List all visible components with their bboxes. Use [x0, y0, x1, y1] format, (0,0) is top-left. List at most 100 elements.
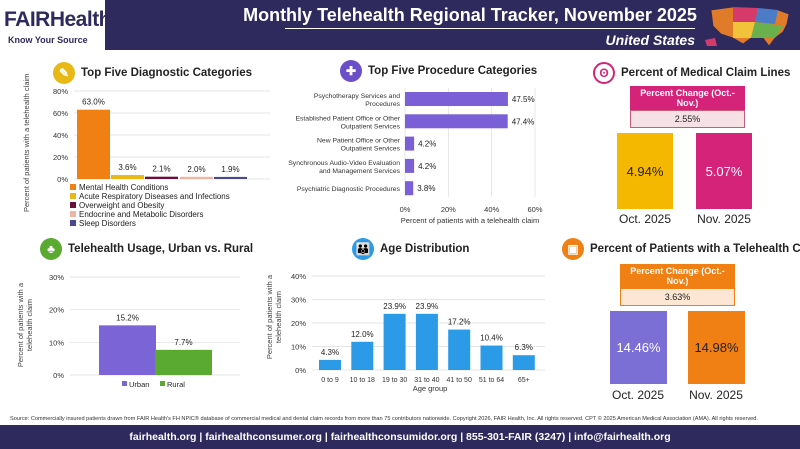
y-tick-label: 60% — [53, 109, 68, 118]
bar-oct: 14.46% — [610, 311, 667, 384]
bar — [77, 109, 110, 179]
x-tick-label: 65+ — [518, 377, 530, 384]
x-tick-label: 41 to 50 — [447, 377, 472, 384]
footer-links[interactable]: fairhealth.org | fairhealthconsumer.org … — [0, 425, 800, 449]
data-label: 23.9% — [416, 302, 439, 311]
legend-swatch — [160, 381, 165, 386]
section-title: Percent of Patients with a Telehealth Cl… — [590, 243, 800, 255]
x-tick-label: 40% — [484, 205, 499, 214]
x-tick-label: 10 to 18 — [350, 377, 375, 384]
data-label: 6.3% — [515, 343, 533, 352]
bar — [155, 349, 212, 375]
y-tick-label: 20% — [291, 319, 306, 328]
y-tick-label: 30% — [291, 296, 306, 305]
x-tick-label: 19 to 30 — [382, 377, 407, 384]
bar — [480, 345, 503, 370]
data-label: 12.0% — [351, 330, 374, 339]
bar — [214, 176, 247, 179]
change-label: Percent Change (Oct.-Nov.) — [630, 86, 745, 110]
category-label: New Patient Office or Other Outpatient Se… — [317, 138, 401, 153]
tree-icon: ♣ — [40, 238, 62, 260]
data-label: 63.0% — [82, 98, 105, 107]
data-label: 4.3% — [321, 348, 339, 357]
header-banner — [0, 0, 800, 50]
logo-tagline: Know Your Source — [8, 35, 88, 45]
section-title: Top Five Procedure Categories — [368, 65, 538, 77]
x-tick-label: 20% — [441, 205, 456, 214]
patients-claim-change: Percent Change (Oct.-Nov.) 3.63% — [620, 264, 735, 306]
bar — [319, 359, 341, 370]
legend-swatch — [122, 381, 127, 386]
y-tick-label: 20% — [53, 153, 68, 162]
x-tick-label: 0% — [400, 205, 411, 214]
bar-oct: 4.94% — [617, 133, 673, 209]
legend-entry: Rural — [167, 380, 185, 389]
bar — [145, 176, 178, 179]
data-label: 4.2% — [418, 140, 436, 149]
bar — [383, 313, 406, 370]
x-axis-label: Age group — [412, 384, 448, 393]
legend-entry: Urban — [129, 380, 149, 389]
legend-entry: Mental Health Conditions — [79, 183, 168, 192]
x-tick-label: 60% — [527, 205, 542, 214]
us-map-icon — [705, 6, 790, 47]
data-label: 17.2% — [448, 318, 471, 327]
logo-text: FAIRHealth — [4, 8, 112, 31]
legend-swatch — [70, 193, 76, 199]
bar — [405, 158, 415, 173]
section-title: Top Five Diagnostic Categories — [81, 67, 253, 79]
data-label: 2.0% — [187, 165, 205, 174]
change-value: 3.63% — [620, 288, 735, 306]
title-divider — [285, 28, 695, 29]
bar — [99, 325, 156, 375]
data-label: 2.1% — [152, 165, 170, 174]
fair-health-logo[interactable]: FAIRHealth Know Your Source — [0, 0, 112, 50]
x-tick-label: 0 to 9 — [321, 377, 339, 384]
data-label: 47.5% — [512, 95, 535, 104]
y-tick-label: 40% — [53, 131, 68, 140]
page-title: Monthly Telehealth Regional Tracker, Nov… — [243, 5, 697, 25]
bar — [512, 355, 535, 370]
y-tick-label: 80% — [53, 87, 68, 96]
legend-entry: Overweight and Obesity — [79, 201, 164, 210]
bar-nov: 5.07% — [696, 133, 752, 209]
category-label: Synchronous Audio-Video Evaluation and Ma… — [288, 160, 400, 175]
category-label: Psychiatric Diagnostic Procedures — [297, 186, 401, 193]
data-label: 3.8% — [417, 184, 435, 193]
y-tick-label: 20% — [49, 306, 64, 315]
people-icon: 👪 — [352, 238, 374, 260]
data-label: 15.2% — [116, 313, 139, 322]
bar — [405, 136, 415, 151]
data-label: 4.2% — [418, 162, 436, 171]
y-tick-label: 10% — [49, 338, 64, 347]
bar-label: Oct. 2025 — [611, 388, 665, 402]
legend-entry: Acute Respiratory Diseases and Infection… — [79, 192, 230, 201]
legend-entry: Endocrine and Metabolic Disorders — [79, 210, 204, 219]
section-title: Age Distribution — [380, 243, 470, 255]
bar — [180, 176, 213, 179]
data-label: 7.7% — [174, 338, 192, 347]
bar — [351, 341, 374, 370]
category-label: Established Patient Office or Other Outpa… — [295, 115, 400, 130]
legend-swatch — [70, 211, 76, 217]
data-label: 3.6% — [118, 163, 136, 172]
y-tick-label: 40% — [291, 272, 306, 281]
legend-swatch — [70, 202, 76, 208]
section-title: Telehealth Usage, Urban vs. Rural — [68, 243, 254, 255]
bar — [405, 92, 508, 106]
data-label: 1.9% — [221, 165, 239, 174]
x-tick-label: 51 to 64 — [479, 377, 504, 384]
y-tick-label: 10% — [291, 343, 306, 352]
change-label: Percent Change (Oct.-Nov.) — [620, 264, 735, 288]
change-value: 2.55% — [630, 110, 745, 128]
bar-label: Oct. 2025 — [618, 212, 672, 226]
bar — [405, 114, 508, 129]
bar-label: Nov. 2025 — [689, 388, 743, 402]
legend-entry: Sleep Disorders — [79, 219, 136, 228]
x-tick-label: 31 to 40 — [414, 377, 439, 384]
region-label: United States — [605, 32, 695, 48]
y-tick-label: 30% — [49, 273, 64, 282]
y-tick-label: 0% — [57, 175, 68, 184]
doctor-icon: ✎ — [53, 62, 75, 84]
